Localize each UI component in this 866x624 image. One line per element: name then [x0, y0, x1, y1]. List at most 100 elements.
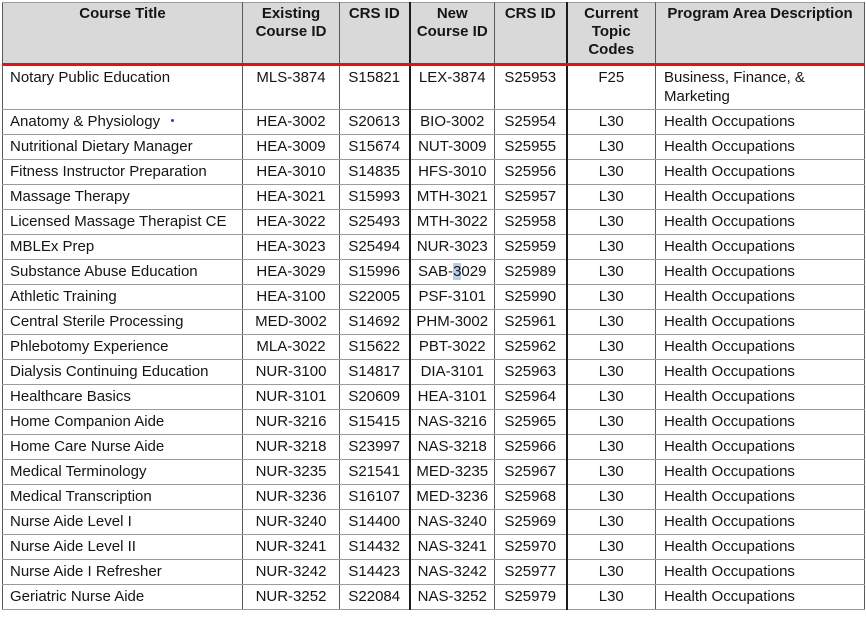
cell-program-area[interactable]: Health Occupations [655, 584, 865, 610]
cell-new-course-id[interactable]: MTH-3021 [408, 184, 495, 210]
cell-title[interactable]: Home Companion Aide [2, 409, 243, 435]
cell-new-course-id[interactable]: HFS-3010 [408, 159, 495, 185]
cell-program-area[interactable]: Health Occupations [655, 159, 865, 185]
cell-title[interactable]: Nurse Aide I Refresher [2, 559, 243, 585]
cell-existing-course-id[interactable]: NUR-3241 [242, 534, 340, 560]
cell-existing-course-id[interactable]: HEA-3002 [242, 109, 340, 135]
cell-existing-course-id[interactable]: NUR-3240 [242, 509, 340, 535]
cell-existing-course-id[interactable]: MLS-3874 [242, 64, 340, 110]
cell-new-crs-id[interactable]: S25954 [494, 109, 567, 135]
cell-title[interactable]: Substance Abuse Education [2, 259, 243, 285]
cell-existing-course-id[interactable]: MLA-3022 [242, 334, 340, 360]
cell-existing-course-id[interactable]: NUR-3252 [242, 584, 340, 610]
cell-program-area[interactable]: Health Occupations [655, 409, 865, 435]
cell-existing-course-id[interactable]: NUR-3218 [242, 434, 340, 460]
cell-program-area[interactable]: Health Occupations [655, 109, 865, 135]
cell-new-course-id[interactable]: SAB-3029 [408, 259, 495, 285]
cell-crs-id[interactable]: S20613 [339, 109, 410, 135]
cell-existing-course-id[interactable]: HEA-3021 [242, 184, 340, 210]
cell-topic-code[interactable]: L30 [565, 384, 656, 410]
cell-new-crs-id[interactable]: S25953 [494, 64, 567, 110]
cell-program-area[interactable]: Health Occupations [655, 134, 865, 160]
cell-existing-course-id[interactable]: NUR-3235 [242, 459, 340, 485]
cell-new-crs-id[interactable]: S25970 [494, 534, 567, 560]
cell-topic-code[interactable]: L30 [565, 184, 656, 210]
cell-title[interactable]: Anatomy & Physiology [2, 109, 243, 135]
cell-new-course-id[interactable]: MED-3235 [408, 459, 495, 485]
cell-crs-id[interactable]: S14817 [339, 359, 410, 385]
cell-topic-code[interactable]: L30 [565, 559, 656, 585]
column-header-current-topic-codes[interactable]: Current Topic Codes [565, 2, 656, 66]
cell-new-crs-id[interactable]: S25962 [494, 334, 567, 360]
cell-new-course-id[interactable]: MTH-3022 [408, 209, 495, 235]
cell-new-crs-id[interactable]: S25989 [494, 259, 567, 285]
cell-crs-id[interactable]: S25494 [339, 234, 410, 260]
cell-existing-course-id[interactable]: HEA-3010 [242, 159, 340, 185]
cell-title[interactable]: MBLEx Prep [2, 234, 243, 260]
cell-existing-course-id[interactable]: NUR-3100 [242, 359, 340, 385]
cell-title[interactable]: Massage Therapy [2, 184, 243, 210]
cell-title[interactable]: Nutritional Dietary Manager [2, 134, 243, 160]
cell-new-course-id[interactable]: PBT-3022 [408, 334, 495, 360]
cell-topic-code[interactable]: L30 [565, 434, 656, 460]
cell-title[interactable]: Healthcare Basics [2, 384, 243, 410]
cell-topic-code[interactable]: L30 [565, 134, 656, 160]
cell-new-course-id[interactable]: MED-3236 [408, 484, 495, 510]
cell-new-crs-id[interactable]: S25990 [494, 284, 567, 310]
cell-topic-code[interactable]: L30 [565, 259, 656, 285]
cell-title[interactable]: Athletic Training [2, 284, 243, 310]
cell-new-course-id[interactable]: DIA-3101 [408, 359, 495, 385]
cell-new-crs-id[interactable]: S25968 [494, 484, 567, 510]
cell-crs-id[interactable]: S16107 [339, 484, 410, 510]
cell-existing-course-id[interactable]: HEA-3022 [242, 209, 340, 235]
cell-topic-code[interactable]: L30 [565, 109, 656, 135]
cell-crs-id[interactable]: S14835 [339, 159, 410, 185]
cell-new-crs-id[interactable]: S25961 [494, 309, 567, 335]
cell-crs-id[interactable]: S22005 [339, 284, 410, 310]
cell-topic-code[interactable]: L30 [565, 584, 656, 610]
cell-crs-id[interactable]: S15993 [339, 184, 410, 210]
cell-crs-id[interactable]: S23997 [339, 434, 410, 460]
cell-topic-code[interactable]: L30 [565, 334, 656, 360]
cell-existing-course-id[interactable]: HEA-3029 [242, 259, 340, 285]
cell-topic-code[interactable]: L30 [565, 534, 656, 560]
cell-new-crs-id[interactable]: S25967 [494, 459, 567, 485]
cell-new-course-id[interactable]: LEX-3874 [408, 64, 495, 110]
cell-program-area[interactable]: Health Occupations [655, 234, 865, 260]
cell-program-area[interactable]: Health Occupations [655, 459, 865, 485]
cell-program-area[interactable]: Health Occupations [655, 384, 865, 410]
column-header-course-title[interactable]: Course Title [2, 2, 243, 66]
cell-new-course-id[interactable]: NAS-3240 [408, 509, 495, 535]
cell-program-area[interactable]: Health Occupations [655, 434, 865, 460]
cell-topic-code[interactable]: L30 [565, 309, 656, 335]
cell-new-crs-id[interactable]: S25977 [494, 559, 567, 585]
cell-new-course-id[interactable]: BIO-3002 [408, 109, 495, 135]
cell-existing-course-id[interactable]: NUR-3101 [242, 384, 340, 410]
cell-crs-id[interactable]: S15996 [339, 259, 410, 285]
cell-existing-course-id[interactable]: NUR-3236 [242, 484, 340, 510]
cell-new-course-id[interactable]: PHM-3002 [408, 309, 495, 335]
cell-topic-code[interactable]: L30 [565, 234, 656, 260]
cell-title[interactable]: Nurse Aide Level II [2, 534, 243, 560]
cell-topic-code[interactable]: L30 [565, 459, 656, 485]
cell-title[interactable]: Licensed Massage Therapist CE [2, 209, 243, 235]
cell-crs-id[interactable]: S22084 [339, 584, 410, 610]
column-header-crs-id[interactable]: CRS ID [339, 2, 410, 66]
column-header-program-area-description[interactable]: Program Area Description [655, 2, 865, 66]
cell-existing-course-id[interactable]: NUR-3242 [242, 559, 340, 585]
cell-new-course-id[interactable]: NAS-3242 [408, 559, 495, 585]
cell-new-crs-id[interactable]: S25964 [494, 384, 567, 410]
cell-new-course-id[interactable]: NAS-3241 [408, 534, 495, 560]
cell-crs-id[interactable]: S15821 [339, 64, 410, 110]
cell-topic-code[interactable]: L30 [565, 484, 656, 510]
cell-topic-code[interactable]: L30 [565, 509, 656, 535]
cell-crs-id[interactable]: S14400 [339, 509, 410, 535]
cell-program-area[interactable]: Health Occupations [655, 259, 865, 285]
cell-program-area[interactable]: Health Occupations [655, 284, 865, 310]
cell-new-course-id[interactable]: NUR-3023 [408, 234, 495, 260]
cell-crs-id[interactable]: S15622 [339, 334, 410, 360]
cell-program-area[interactable]: Business, Finance, & Marketing [655, 64, 865, 110]
cell-topic-code[interactable]: L30 [565, 359, 656, 385]
cell-new-crs-id[interactable]: S25979 [494, 584, 567, 610]
cell-title[interactable]: Dialysis Continuing Education [2, 359, 243, 385]
